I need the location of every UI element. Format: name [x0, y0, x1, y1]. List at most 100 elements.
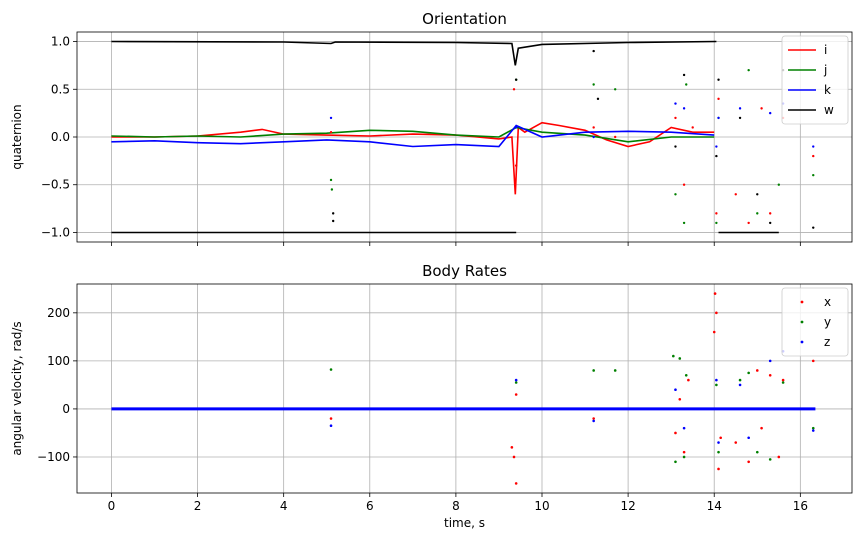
data-point-i [512, 88, 516, 91]
data-point-k [715, 145, 718, 148]
legend-box [781, 35, 849, 125]
data-point-i [674, 116, 677, 120]
data-point-k [514, 126, 518, 129]
data-point-k [682, 107, 686, 110]
data-point-w [331, 212, 335, 215]
data-point-z [514, 378, 518, 382]
orientation-frame [76, 31, 853, 243]
data-point-x [712, 330, 716, 334]
x-tick-label: 4 [280, 499, 288, 513]
legend-label-w: w [824, 103, 834, 117]
y-tick-label: 1.0 [51, 35, 70, 49]
data-point-x [747, 460, 750, 464]
data-point-w [674, 145, 677, 148]
legend-label-i: i [824, 43, 827, 57]
data-point-z [674, 388, 677, 392]
data-point-w [514, 78, 518, 81]
y-tick-label: −100 [37, 450, 70, 464]
data-point-w [768, 221, 772, 225]
data-point-w [331, 219, 335, 223]
data-point-x [713, 292, 717, 295]
data-point-y [715, 383, 718, 387]
data-point-k [592, 135, 595, 139]
data-point-y [678, 357, 682, 360]
legend-label-j: j [823, 63, 827, 77]
data-point-x [734, 441, 738, 444]
y-tick-label: −0.5 [41, 178, 70, 192]
data-point-i [329, 131, 333, 134]
x-tick-label: 10 [534, 499, 549, 513]
data-point-y [674, 460, 677, 464]
body-rates-xlabel: time, s [444, 516, 485, 530]
series-line-j [111, 126, 715, 143]
x-tick-label: 16 [793, 499, 808, 513]
legend-label-z: z [824, 335, 830, 349]
data-point-y [613, 369, 617, 372]
data-point-x [510, 446, 514, 449]
x-tick-label: 0 [108, 499, 116, 513]
data-point-x [678, 398, 682, 401]
x-tick-label: 8 [452, 499, 460, 513]
data-point-z [768, 359, 772, 363]
data-point-x [755, 369, 759, 372]
y-tick-label: 0 [62, 402, 70, 416]
legend-swatch-x [800, 300, 804, 304]
legend-label-k: k [824, 83, 831, 97]
data-point-w [812, 226, 815, 229]
body-rates-ticks: 0 2 4 6 8 10 12 14 16 −100 0 100 200 [37, 306, 808, 513]
body-rates-legend: xyz [781, 287, 849, 357]
orientation-ylabel: quaternion [10, 104, 24, 169]
legend-swatch-z [800, 340, 804, 344]
data-point-x [687, 378, 690, 382]
x-tick-label: 6 [366, 499, 374, 513]
orientation-ticks: −1.0 −0.5 0.0 0.5 1.0 [41, 35, 801, 246]
y-tick-label: 0.5 [51, 82, 70, 96]
data-point-x [514, 482, 518, 485]
data-point-j [715, 221, 718, 225]
data-point-j [812, 173, 815, 177]
legend-swatch-y [800, 320, 804, 324]
data-point-i [592, 126, 595, 129]
data-point-x [682, 450, 686, 454]
data-point-i [514, 164, 518, 167]
orientation-points [329, 49, 815, 229]
data-point-z [738, 383, 742, 387]
data-point-y [684, 373, 688, 377]
data-point-i [768, 212, 772, 215]
data-point-j [777, 183, 781, 186]
data-point-y [717, 450, 720, 454]
body-rates-frame [76, 283, 853, 494]
legend-box [781, 287, 849, 357]
data-point-k [329, 116, 333, 120]
y-tick-label: 100 [47, 354, 70, 368]
data-point-y [747, 371, 750, 375]
y-tick-label: 0.0 [51, 130, 70, 144]
x-tick-label: 2 [194, 499, 202, 513]
data-point-x [760, 426, 763, 430]
data-point-k [738, 107, 742, 110]
body-rates-title: Body Rates [422, 262, 507, 280]
legend-label-y: y [824, 315, 831, 329]
data-point-i [717, 97, 720, 101]
data-point-x [717, 467, 720, 471]
data-point-j [682, 221, 686, 225]
data-point-y [738, 378, 742, 382]
data-point-z [592, 419, 595, 423]
data-point-y [682, 455, 686, 459]
body-rates-points [329, 292, 815, 485]
series-line-i [111, 121, 715, 195]
data-point-x [592, 417, 595, 420]
data-point-x [674, 431, 677, 435]
data-point-x [715, 311, 718, 315]
data-point-i [613, 135, 617, 139]
data-point-x [781, 378, 785, 382]
data-point-x [811, 359, 815, 363]
data-point-x [512, 455, 516, 459]
data-point-j [329, 178, 333, 182]
data-point-x [719, 436, 722, 440]
data-point-k [768, 111, 772, 115]
data-point-w [756, 193, 759, 196]
legend-label-x: x [824, 295, 831, 309]
